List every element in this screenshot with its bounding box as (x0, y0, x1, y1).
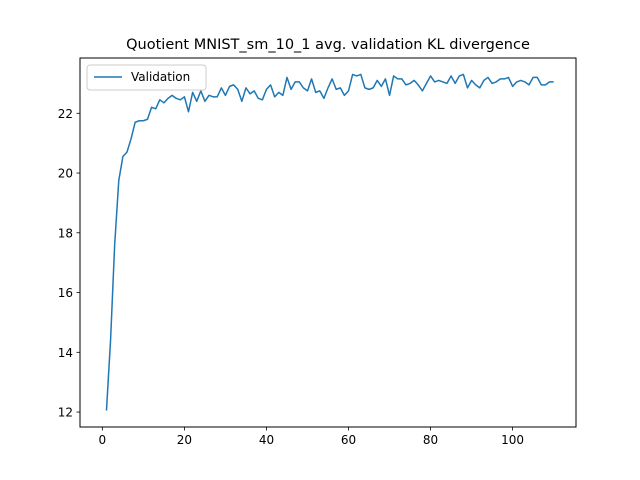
x-axis: 0 20 40 60 80 100 (99, 427, 524, 447)
x-tick-label: 100 (501, 433, 524, 447)
y-tick-label: 18 (58, 226, 73, 240)
plot-frame (79, 57, 577, 428)
y-tick-label: 16 (58, 286, 73, 300)
y-axis: 12 14 16 18 20 22 (58, 107, 80, 420)
y-tick-label: 12 (58, 406, 73, 420)
legend-box (86, 64, 207, 91)
y-tick-label: 20 (58, 167, 73, 181)
series-line-validation (105, 73, 554, 411)
legend: Validation (86, 64, 207, 91)
x-tick-label: 20 (177, 433, 192, 447)
x-tick-label: 80 (423, 433, 438, 447)
chart-title: Quotient MNIST_sm_10_1 avg. validation K… (126, 37, 530, 53)
x-tick-label: 60 (341, 433, 356, 447)
x-tick-label: 40 (259, 433, 274, 447)
y-tick-label: 22 (58, 107, 73, 121)
legend-label-validation: Validation (131, 70, 190, 84)
y-tick-label: 14 (58, 346, 73, 360)
x-tick-label: 0 (99, 433, 107, 447)
